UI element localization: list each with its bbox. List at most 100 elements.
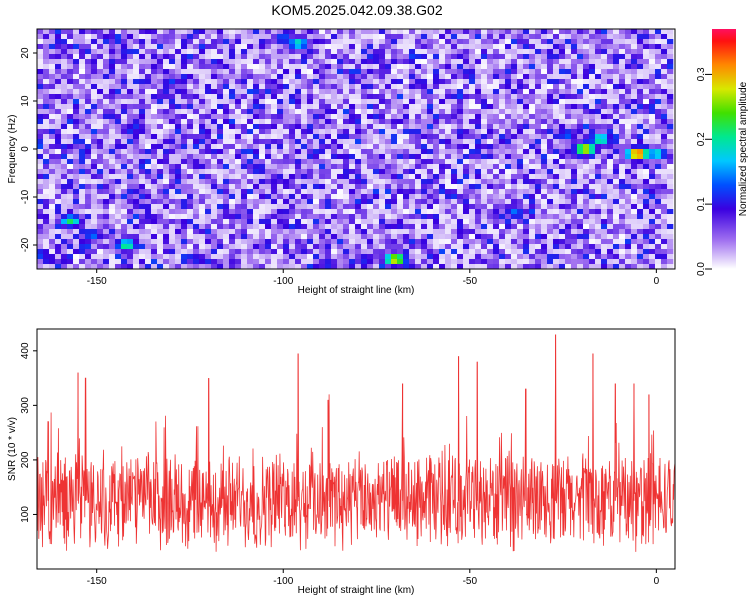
spectrogram-cell [211,39,218,45]
spectrogram-cell [547,119,554,125]
spectrogram-cell [505,89,512,95]
spectrogram-cell [619,159,626,165]
spectrogram-cell [655,249,662,255]
spectrogram-cell [433,74,440,80]
spectrogram-cell [523,174,530,180]
spectrogram-cell [259,194,266,200]
spectrogram-cell [139,74,146,80]
spectrogram-cell [145,139,152,145]
spectrogram-cell [373,174,380,180]
spectrogram-cell [649,204,656,210]
spectrogram-cell [571,229,578,235]
spectrogram-cell [181,64,188,70]
spectrogram-cell [631,29,638,35]
spectrogram-cell [229,259,236,265]
spectrogram-cell [187,194,194,200]
spectrogram-cell [73,94,80,100]
spectrogram-cell [175,259,182,265]
spectrogram-cell [463,199,470,205]
spectrogram-cell [127,69,134,75]
spectrogram-cell [157,219,164,225]
spectrogram-cell [487,239,494,245]
spectrogram-cell [37,114,44,120]
spectrogram-cell [367,239,374,245]
spectrogram-cell [85,44,92,50]
spectrogram-cell [85,59,92,65]
spectrogram-cell [271,164,278,170]
spectrogram-cell [517,79,524,85]
spectrogram-cell [313,219,320,225]
spectrogram-cell [301,194,308,200]
spectrogram-cell [295,49,302,55]
spectrogram-cell [331,74,338,80]
spectrogram-cell [523,229,530,235]
spectrogram-cell [349,249,356,255]
spectrogram-cell [445,54,452,60]
spectrogram-cell [589,34,596,40]
spectrogram-cell [529,244,536,250]
spectrogram-cell [607,94,614,100]
spectrogram-cell [55,74,62,80]
spectrogram-cell [481,124,488,130]
spectrogram-cell [163,164,170,170]
spectrogram-cell [277,149,284,155]
spectrogram-cell [169,54,176,60]
spectrogram-cell [259,229,266,235]
spectrogram-cell [517,129,524,135]
spectrogram-cell [613,84,620,90]
spectrogram-cell [451,44,458,50]
spectrogram-cell [643,214,650,220]
spectrogram-cell [415,89,422,95]
spectrogram-cell [295,99,302,105]
spectrogram-cell [625,124,632,130]
spectrogram-cell [187,144,194,150]
spectrogram-cell [79,204,86,210]
spectrogram-cell [103,189,110,195]
spectrogram-cell [229,134,236,140]
spectrogram-cell [163,94,170,100]
spectrogram-cell [451,39,458,45]
spectrogram-cell [619,224,626,230]
spectrogram-cell [403,129,410,135]
spectrogram-cell [607,149,614,155]
spectrogram-cell [355,154,362,160]
spectrogram-cell [655,224,662,230]
spectrogram-cell [337,189,344,195]
spectrogram-cell [451,34,458,40]
spectrogram-cell [649,134,656,140]
spectrogram-cell [169,204,176,210]
spectrogram-cell [49,49,56,55]
spectrogram-cell [43,69,50,75]
spectrogram-cell [601,259,608,265]
spectrogram-cell [625,134,632,140]
spectrogram-cell [361,154,368,160]
spectrogram-cell [667,39,674,45]
spectrogram-cell [403,164,410,170]
spectrogram-cell [217,194,224,200]
spectrogram-cell [667,129,674,135]
spectrogram-cell [43,29,50,35]
spectrogram-cell [637,29,644,35]
spectrogram-cell [55,69,62,75]
spectrogram-cell [103,129,110,135]
spectrogram-cell [301,249,308,255]
spectrogram-cell [199,49,206,55]
spectrogram-cell [565,184,572,190]
spectrogram-cell [55,59,62,65]
spectrogram-cell [583,159,590,165]
spectrogram-cell [373,124,380,130]
spectrogram-cell [499,159,506,165]
spectrogram-cell [301,84,308,90]
spectrogram-cell [229,144,236,150]
spectrogram-cell [247,259,254,265]
spectrogram-cell [133,249,140,255]
spectrogram-cell [595,74,602,80]
spectrogram-cell [385,114,392,120]
spectrogram-cell [361,169,368,175]
spectrogram-cell [187,214,194,220]
spectrogram-cell [349,139,356,145]
spectrogram-cell [511,254,518,260]
spectrogram-cell [103,249,110,255]
spectrogram-cell [43,184,50,190]
spectrogram-cell [637,64,644,70]
